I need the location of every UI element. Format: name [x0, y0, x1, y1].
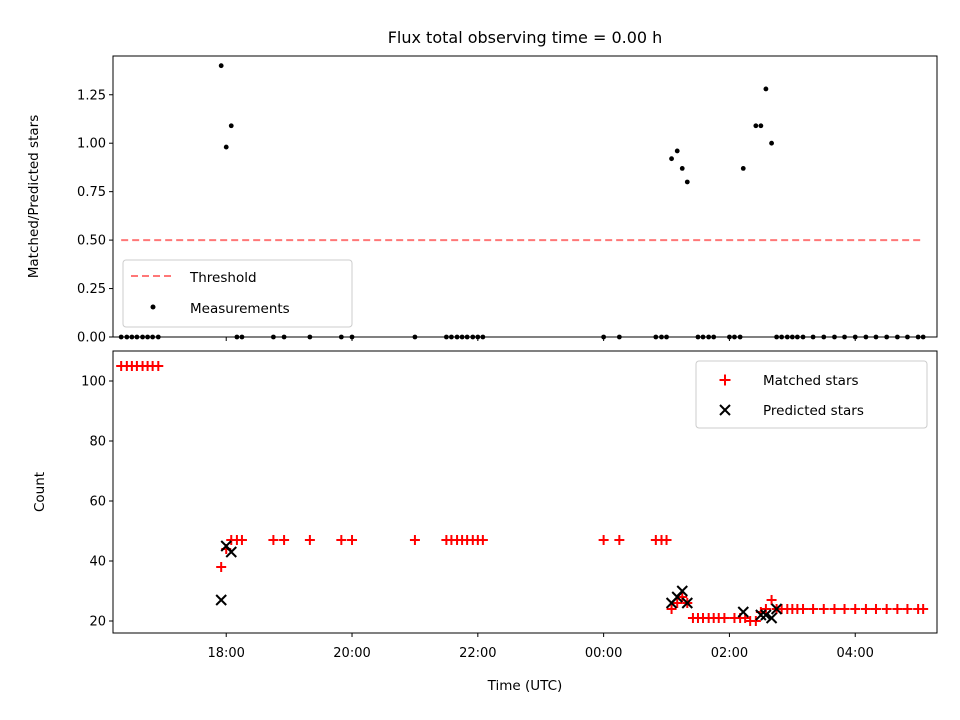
legend-predicted-swatch: [719, 404, 731, 416]
matched-star-point: [677, 592, 688, 602]
matched-star-point: [870, 604, 881, 614]
predicted-star-point: [676, 585, 688, 597]
matched-star-point: [892, 604, 903, 614]
matched-star-point: [672, 598, 683, 608]
matched-star-point: [598, 535, 609, 545]
predicted-star-point: [215, 594, 227, 606]
measurement-point: [228, 123, 234, 129]
matched-star-point: [860, 604, 871, 614]
matched-star-point: [304, 535, 315, 545]
predicted-star-point: [770, 603, 783, 615]
top-yticks: 0.00 0.25 0.50 0.75 1.00 1.25: [77, 88, 113, 346]
matched-star-point: [336, 535, 347, 545]
measurement-point: [223, 144, 229, 150]
bottom-ytick-label: 80: [89, 435, 106, 450]
chart-title: Flux total observing time = 0.00 h: [388, 28, 663, 47]
measurement-point: [758, 123, 764, 129]
bottom-xtick-label: 02:00: [711, 646, 748, 661]
top-legend-box: [122, 259, 353, 328]
legend-threshold-label: Threshold: [189, 270, 257, 286]
top-plot-frame: [112, 55, 938, 338]
predicted-star-point: [755, 609, 767, 621]
measurement-point: [740, 166, 746, 171]
top-ytick-label: 0.00: [77, 331, 106, 346]
bottom-xtick-label: 20:00: [333, 646, 370, 661]
legend-measurements-label: Measurements: [190, 301, 290, 317]
matched-star-point: [766, 595, 777, 605]
matched-star-point: [798, 604, 809, 614]
measurement-point: [679, 166, 685, 171]
matched-star-point: [760, 604, 771, 614]
legend-predicted-label: Predicted stars: [763, 403, 864, 419]
measurement-point: [669, 156, 674, 162]
matched-star-point: [614, 535, 625, 545]
bottom-yticks: 20 40 60 80 100: [81, 375, 113, 630]
measurement-point: [674, 148, 680, 154]
bottom-xtick-label: 00:00: [585, 646, 622, 661]
top-marks: [118, 63, 926, 340]
bottom-ytick-label: 100: [81, 375, 106, 390]
matched-star-point: [347, 535, 358, 545]
bottom-ytick-label: 40: [89, 555, 106, 570]
bottom-legend-box: [695, 360, 928, 429]
matched-star-point: [918, 604, 929, 614]
bottom-xtick-label: 04:00: [836, 646, 873, 661]
matched-star-point: [153, 361, 164, 371]
measurement-point: [753, 123, 759, 129]
matched-star-point: [666, 604, 677, 614]
legend-measurements-swatch: [150, 304, 156, 310]
measurement-point: [763, 86, 769, 92]
measurement-point: [769, 140, 774, 146]
matched-star-point: [409, 535, 420, 545]
x-axis-label: Time (UTC): [487, 678, 563, 694]
measurement-point: [218, 63, 224, 69]
top-ytick-label: 0.50: [77, 234, 106, 249]
bottom-plot: 18:00 20:00 22:00 00:00 02:00 04:00 20 40 60 80 1…: [32, 350, 938, 694]
predicted-star-point: [681, 597, 693, 609]
bottom-xtick-label: 22:00: [459, 646, 496, 661]
matched-star-point: [661, 535, 672, 545]
matched-star-point: [268, 535, 279, 545]
predicted-star-point: [737, 606, 749, 618]
predicted-star-point: [225, 546, 237, 558]
bottom-y-axis-label: Count: [32, 472, 48, 512]
top-ytick-label: 0.25: [77, 282, 106, 297]
legend-matched-swatch: [719, 374, 731, 386]
bottom-marks: [116, 361, 929, 626]
bottom-ytick-label: 60: [89, 495, 106, 510]
top-legend: Threshold Measurements: [122, 259, 353, 328]
top-ytick-label: 1.25: [77, 88, 106, 103]
predicted-star-point: [760, 609, 772, 621]
top-ytick-label: 1.00: [77, 137, 106, 152]
matched-star-point: [719, 613, 730, 623]
matched-star-point: [216, 562, 227, 572]
bottom-xtick-label: 18:00: [207, 646, 244, 661]
predicted-star-point: [765, 612, 778, 624]
matched-star-point: [839, 604, 850, 614]
matched-star-point: [236, 535, 247, 545]
matched-star-point: [850, 604, 861, 614]
bottom-plot-frame: [112, 350, 938, 634]
matched-star-point: [829, 604, 840, 614]
bottom-legend: Matched stars Predicted stars: [695, 360, 928, 429]
top-plot: 0.00 0.25 0.50 0.75 1.00 1.25 Matched/Predict…: [26, 55, 938, 346]
top-y-axis-label: Matched/Predicted stars: [26, 115, 42, 278]
matched-star-point: [818, 604, 829, 614]
bottom-ytick-label: 20: [89, 615, 106, 630]
matched-star-point: [881, 604, 892, 614]
matched-star-point: [808, 604, 819, 614]
top-xticks: [225, 337, 856, 341]
matched-star-point: [477, 535, 488, 545]
matched-star-point: [750, 616, 761, 626]
matched-star-point: [279, 535, 290, 545]
measurement-point: [684, 179, 690, 185]
legend-matched-label: Matched stars: [763, 373, 859, 389]
bottom-xticks: 18:00 20:00 22:00 00:00 02:00 04:00: [207, 633, 874, 661]
top-ytick-label: 0.75: [77, 185, 106, 200]
matched-star-point: [902, 604, 913, 614]
